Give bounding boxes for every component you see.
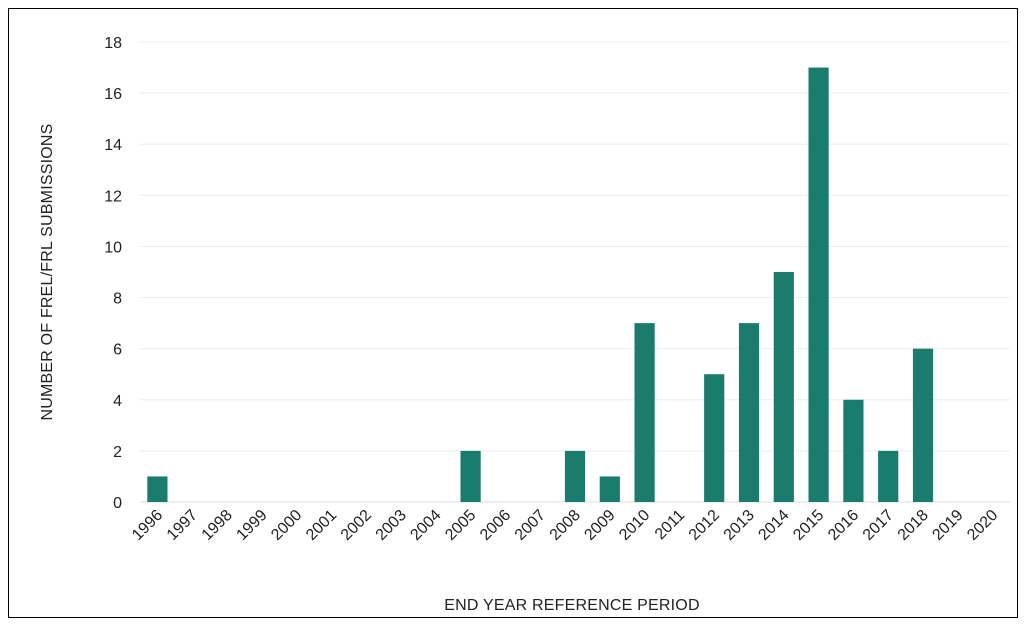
bar-2010 [634, 323, 655, 502]
x-tick-label: 2020 [964, 507, 1001, 544]
bar-2005 [460, 450, 481, 502]
y-tick-label: 18 [104, 35, 122, 52]
bar-2013 [738, 323, 760, 502]
y-tick-label: 14 [104, 137, 122, 154]
x-tick-label: 2005 [442, 507, 479, 544]
x-tick-label: 2016 [825, 507, 862, 544]
bar-2018 [912, 348, 934, 502]
x-tick-label: 1997 [164, 507, 201, 544]
x-tick-label: 2002 [338, 507, 375, 544]
bar-2015 [808, 67, 829, 503]
bar-2012 [704, 374, 725, 502]
bar-1996 [147, 476, 168, 502]
x-tick-label: 2012 [686, 507, 723, 544]
y-tick-label: 8 [113, 291, 122, 308]
y-tick-label: 4 [113, 393, 122, 410]
y-tick-label: 0 [113, 495, 122, 512]
x-tick-label: 2007 [512, 507, 549, 544]
x-tick-label: 2006 [477, 507, 514, 544]
x-tick-label: 2008 [547, 507, 584, 544]
y-axis-ticks: 0 2 4 6 8 10 12 14 16 18 [104, 35, 122, 512]
y-tick-label: 10 [104, 239, 122, 256]
x-tick-label: 2009 [581, 507, 618, 544]
x-tick-label: 2003 [373, 507, 410, 544]
y-tick-label: 12 [104, 188, 122, 205]
x-tick-label: 2004 [407, 507, 444, 544]
bars [147, 67, 934, 503]
y-tick-label: 2 [113, 444, 122, 461]
x-tick-label: 1996 [129, 507, 166, 544]
x-tick-label: 2017 [860, 507, 897, 544]
bar-2008 [564, 450, 586, 502]
x-tick-label: 1999 [233, 507, 270, 544]
y-tick-label: 16 [104, 86, 122, 103]
bar-2014 [773, 272, 794, 502]
x-tick-label: 2015 [790, 507, 827, 544]
x-tick-label: 2011 [652, 507, 688, 543]
bar-2009 [599, 476, 620, 502]
x-axis-label: END YEAR REFERENCE PERIOD [444, 597, 699, 614]
x-tick-label: 2001 [303, 507, 340, 544]
y-axis-label: NUMBER OF FREL/FRL SUBMISSIONS [39, 124, 56, 421]
x-tick-label: 2010 [616, 507, 653, 544]
x-tick-label: 2014 [755, 507, 792, 544]
y-tick-label: 6 [113, 342, 122, 359]
bar-2016 [843, 399, 864, 502]
grid-lines [140, 41, 1010, 503]
x-axis-ticks: 1996199719981999200020012002200320042005… [129, 507, 1001, 544]
bar-2017 [878, 450, 899, 502]
chart-frame [8, 8, 1018, 618]
x-tick-label: 2018 [895, 507, 932, 544]
x-tick-label: 2000 [268, 507, 305, 544]
x-tick-label: 2013 [721, 507, 758, 544]
x-tick-label: 1998 [199, 507, 236, 544]
x-tick-label: 2019 [929, 507, 966, 544]
